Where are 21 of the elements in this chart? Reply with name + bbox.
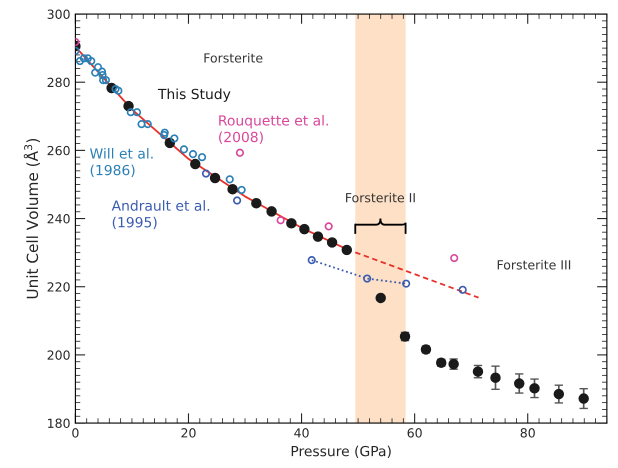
- y-axis-title: Unit Cell Volume (Å$^{3}$): [24, 138, 40, 298]
- x-tick-label: 20: [181, 428, 196, 438]
- annotation: Forsterite: [204, 52, 262, 63]
- x-tick-label: 80: [520, 428, 535, 438]
- x-tick-label: 60: [408, 428, 422, 438]
- y-tick-label: 240: [48, 214, 70, 224]
- y-tick-label: 260: [48, 146, 70, 156]
- y-tick-label: 180: [48, 418, 70, 428]
- x-tick-label: 40: [294, 428, 309, 438]
- series-label: Will et al. (1986): [90, 148, 153, 177]
- x-tick-label: 0: [72, 428, 79, 438]
- series-label: This Study: [158, 88, 230, 102]
- series-label: Rouquette et al. (2008): [219, 114, 328, 144]
- y-tick-label: 220: [48, 282, 70, 292]
- series-label: Andrault et al. (1995): [112, 200, 210, 230]
- y-tick-label: 200: [48, 350, 70, 360]
- x-axis-title: Pressure (GPa): [292, 446, 391, 458]
- annotation: Forsterite III: [498, 260, 570, 270]
- band-label: Forsterite II: [346, 192, 415, 202]
- y-tick-label: 280: [48, 78, 70, 88]
- y-tick-label: 300: [48, 10, 70, 19]
